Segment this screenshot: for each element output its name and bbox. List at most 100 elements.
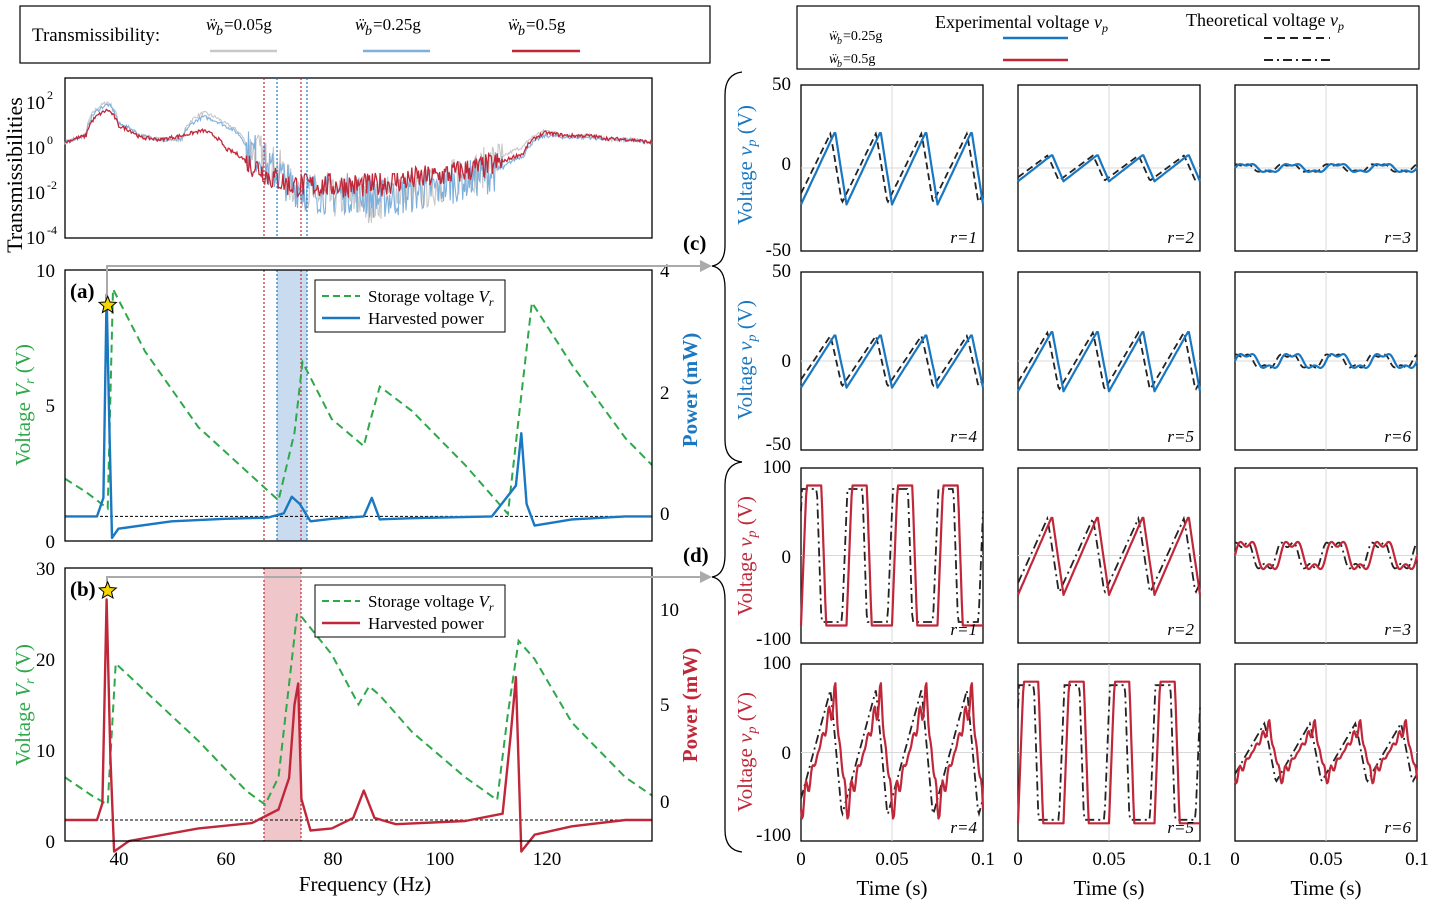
y-tick-label: 0 xyxy=(782,154,792,175)
star-marker-b xyxy=(97,580,118,600)
y-tick-label-right: 10 xyxy=(660,600,679,621)
storage-voltage-line xyxy=(64,611,653,807)
transmissibility-line xyxy=(64,108,653,198)
r-label: r=1 xyxy=(950,620,977,639)
arrow-head-c xyxy=(700,260,712,272)
legend-entry-symbol: ẅ xyxy=(206,15,218,34)
subplot-c-r-3: r=3 xyxy=(1234,84,1418,252)
legend-row1-symbol: ẅ xyxy=(829,29,839,44)
experimental-voltage-line xyxy=(1016,680,1201,825)
y-tick-label: 30 xyxy=(36,559,55,580)
theoretical-voltage-line xyxy=(800,690,984,817)
panel-b-legend: Storage voltage Vr Harvested power xyxy=(314,584,506,638)
y-tick-label: 0 xyxy=(782,547,792,568)
arrow-head-d xyxy=(700,571,712,583)
subplot-d-r-1: r=1 xyxy=(799,467,984,644)
experimental-voltage-line xyxy=(1016,516,1202,596)
y-tick-label-right: 0 xyxy=(660,504,670,525)
panel-a-plot: (a) Storage voltage Vr Harvested power 1… xyxy=(11,261,702,553)
x-tick-label: 0.1 xyxy=(971,849,995,870)
x-tick-label: 100 xyxy=(426,849,455,870)
y-tick-label: 20 xyxy=(36,650,55,671)
xlabel-col3: Time (s) xyxy=(1291,876,1362,900)
legend-entry-symbol: ẅ xyxy=(508,15,520,34)
legend-entry-value: =0.25g xyxy=(373,15,421,34)
x-tick-label: 0.05 xyxy=(875,849,908,870)
subplot-d-r-5: r=5 xyxy=(1016,663,1201,842)
panel-a-label: (a) xyxy=(70,279,95,303)
legend-row1-sub: b xyxy=(837,36,842,47)
legend-experimental-label: Experimental voltage vp xyxy=(935,12,1108,35)
x-tick-label: 60 xyxy=(217,849,236,870)
panel-a-legend: Storage voltage Vr Harvested power xyxy=(314,279,506,333)
svg-text:-4: -4 xyxy=(47,223,57,237)
xlabel-col1: Time (s) xyxy=(857,876,928,900)
panel-d-ylabel-row2: Voltage vp (V) xyxy=(733,692,760,812)
xlabel-col2: Time (s) xyxy=(1074,876,1145,900)
storage-voltage-line xyxy=(64,288,653,517)
legend-power-label: Harvested power xyxy=(368,614,484,633)
panel-c-ylabel-row2: Voltage vp (V) xyxy=(733,300,760,420)
r-label: r=3 xyxy=(1384,228,1411,247)
experimental-voltage-line xyxy=(800,334,985,389)
y-tick-label: 0 xyxy=(782,743,792,764)
panel-b-ylabel-right: Power (mW) xyxy=(678,648,702,763)
shaded-band-blue xyxy=(277,270,307,541)
legend-theoretical-label: Theoretical voltage vp xyxy=(1186,10,1344,33)
y-tick-label-right: 0 xyxy=(660,792,670,813)
panel-b-ylabel-left: Voltage Vr (V) xyxy=(11,644,38,766)
x-tick-label: 0.05 xyxy=(1092,849,1125,870)
y-tick-label: 0 xyxy=(46,532,56,553)
transmissibility-line xyxy=(64,101,652,224)
x-tick-label: 0.05 xyxy=(1309,849,1342,870)
svg-text:-2: -2 xyxy=(47,178,57,192)
x-tick-label: 40 xyxy=(110,849,129,870)
legend-entry-symbol: ẅ xyxy=(355,15,367,34)
y-tick-label-right: 4 xyxy=(660,261,670,282)
theoretical-voltage-line xyxy=(1017,684,1201,821)
legend-row2-symbol: ẅ xyxy=(829,52,839,67)
panel-c-ylabel-row1: Voltage vp (V) xyxy=(733,105,760,225)
r-label: r=5 xyxy=(1167,818,1194,837)
experimental-voltage-line xyxy=(1017,331,1202,393)
r-label: r=2 xyxy=(1167,228,1194,247)
transmissibility-ylabel: Transmissibilities xyxy=(2,97,27,253)
svg-text:2: 2 xyxy=(47,88,53,102)
panel-d-label: (d) xyxy=(683,543,709,567)
r-label: r=4 xyxy=(950,818,977,837)
legend-storage-label: Storage voltage Vr xyxy=(368,287,494,309)
transmissibility-plot: Transmissibilities 10 2 10 0 10 -2 10 -4 xyxy=(2,77,653,253)
subplot-d-r-6: r=6 xyxy=(1233,663,1419,842)
subplot-c-r-6: r=6 xyxy=(1234,271,1418,451)
panel-a-series xyxy=(64,288,653,540)
y-tick-label: 100 xyxy=(763,653,792,674)
panel-b-xlabel: Frequency (Hz) xyxy=(299,872,431,896)
legend-power-label: Harvested power xyxy=(368,309,484,328)
svg-text:10: 10 xyxy=(26,183,45,204)
y-tick-label: -100 xyxy=(756,629,791,650)
y-tick-label: 10 -2 xyxy=(26,178,57,204)
experimental-voltage-line xyxy=(1234,353,1418,369)
x-tick-label: 0 xyxy=(1013,849,1023,870)
x-tick-label: 0 xyxy=(796,849,806,870)
theoretical-voltage-line xyxy=(1017,515,1201,594)
transmissibility-series xyxy=(64,101,653,224)
panel-a-ylabel-left: Voltage Vr (V) xyxy=(11,344,38,466)
r-label: r=5 xyxy=(1167,427,1194,446)
panel-d-grid: r=1 r=2 r=3 r=4 r=5 r=6 xyxy=(799,467,1419,842)
experimental-voltage-line xyxy=(799,682,985,820)
legend-row1-value: =0.25g xyxy=(843,29,882,44)
svg-text:10: 10 xyxy=(26,228,45,249)
x-tick-label: 0.1 xyxy=(1405,849,1429,870)
y-tick-label: 0 xyxy=(46,832,56,853)
theoretical-voltage-line xyxy=(800,488,984,623)
experimental-voltage-line xyxy=(800,132,985,206)
legend-entry-value: =0.5g xyxy=(526,15,566,34)
star-marker-a xyxy=(97,294,118,314)
r-label: r=3 xyxy=(1384,620,1411,639)
x-tick-label: 0 xyxy=(1230,849,1240,870)
experimental-voltage-line xyxy=(1017,154,1202,183)
panel-d-ylabel-row1: Voltage vp (V) xyxy=(733,496,760,616)
y-tick-label: -50 xyxy=(766,434,791,455)
